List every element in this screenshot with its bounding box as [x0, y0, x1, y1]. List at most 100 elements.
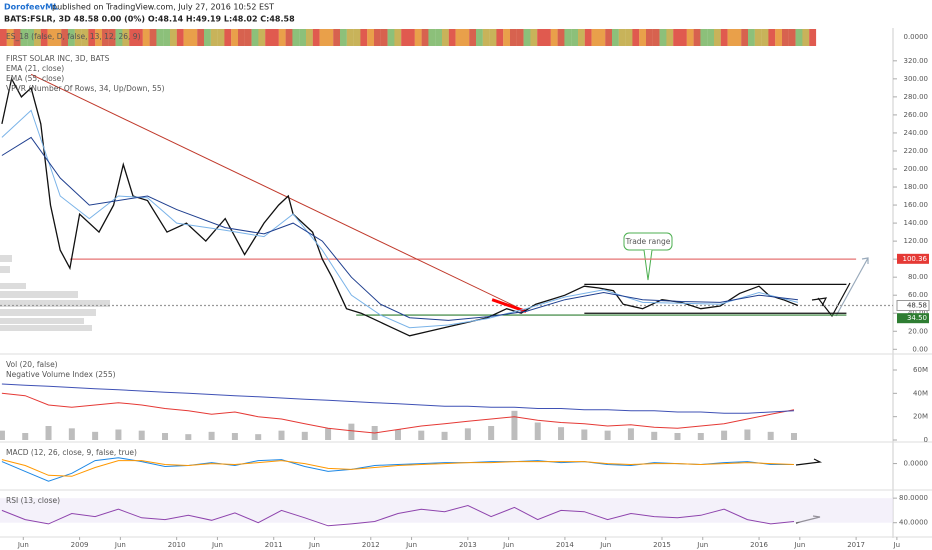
- volume-bar: [604, 430, 611, 440]
- volume-bar: [418, 430, 425, 440]
- strip-cell: [673, 29, 681, 46]
- volume-bar: [231, 433, 238, 440]
- strip-cell: [380, 29, 388, 46]
- x-tick-label: Ju: [893, 541, 901, 549]
- series-line: [1, 504, 795, 527]
- series-line: [1, 136, 798, 321]
- volume-bar: [45, 426, 52, 440]
- y-tick-label: 160.00: [904, 201, 929, 209]
- trend-line: [491, 298, 527, 313]
- strip-cell: [659, 29, 667, 46]
- author[interactable]: DorofeevML: [4, 3, 58, 12]
- x-tick-label: Jun: [211, 541, 223, 549]
- series-line: [1, 76, 799, 337]
- strip-cell: [727, 29, 735, 46]
- strip-cell: [476, 29, 483, 46]
- strip-cell: [802, 29, 810, 46]
- volume-bar: [534, 422, 541, 440]
- strip-cell: [761, 29, 769, 46]
- strip-cell: [591, 29, 599, 46]
- volume-bar: [674, 433, 681, 440]
- strip-cell: [530, 29, 538, 46]
- strip-cell: [258, 29, 266, 46]
- strip-cell: [714, 29, 721, 46]
- strip-cell: [88, 29, 96, 46]
- strip-cell: [319, 29, 327, 46]
- series-line: [1, 392, 795, 434]
- strip-cell: [0, 29, 7, 46]
- strip-cell: [544, 29, 551, 46]
- strip-cell: [149, 29, 157, 46]
- strip-cell: [340, 29, 347, 46]
- arrow: [811, 297, 828, 307]
- strip-cell: [550, 29, 558, 46]
- y-tick-label: 120.00: [904, 237, 929, 245]
- volume-bar: [721, 430, 728, 440]
- price-label: 48.58: [907, 302, 927, 310]
- strip-cell: [374, 29, 381, 46]
- rsi-band: [0, 498, 893, 523]
- strip-cell: [754, 29, 762, 46]
- volume-bar: [627, 428, 634, 440]
- strip-cell: [346, 29, 354, 46]
- strip-cell: [210, 29, 218, 46]
- y-tick-label: 280.00: [904, 93, 929, 101]
- x-tick-label: 2012: [362, 541, 380, 549]
- x-tick-label: 2016: [750, 541, 768, 549]
- volume-bar: [68, 428, 75, 440]
- strip-cell: [489, 29, 497, 46]
- arrow: [861, 257, 869, 264]
- strip-cell: [163, 29, 171, 46]
- strip-cell: [455, 29, 463, 46]
- legend-entry: EMA (21, close): [6, 64, 64, 73]
- price-label-box: [897, 253, 929, 264]
- panel-title: RSI (13, close): [6, 496, 60, 505]
- volume-bar: [511, 410, 518, 440]
- es-title: ES_18 (false, D, false, 13, 12, 26, 9): [6, 32, 141, 41]
- quote: BATS:FSLR, 3D 48.58 0.00 (0%) O:48.14 H:…: [4, 15, 295, 24]
- strip-cell: [74, 29, 82, 46]
- y-tick-label: 20.00: [908, 327, 928, 335]
- volume-bar: [92, 431, 99, 440]
- volume-bar: [767, 431, 774, 440]
- strip-cell: [442, 29, 449, 46]
- x-tick-label: Jun: [308, 541, 320, 549]
- strip-cell: [584, 29, 592, 46]
- vpvr-bar: [0, 266, 10, 273]
- legend-entry: Negative Volume Index (255): [6, 370, 116, 379]
- vpvr-bar: [0, 255, 12, 262]
- strip-cell: [482, 29, 490, 46]
- volume-bar: [278, 430, 285, 440]
- y-tick-label: 320.00: [904, 57, 929, 65]
- published: published on TradingView.com, July 27, 2…: [52, 3, 274, 12]
- volume-bar: [325, 428, 332, 440]
- volume-bar: [162, 433, 169, 440]
- strip-cell: [115, 29, 123, 46]
- strip-cell: [204, 29, 211, 46]
- vpvr-bar: [0, 283, 26, 289]
- strip-cell: [782, 29, 789, 46]
- series-line: [1, 109, 799, 329]
- trend-line: [30, 73, 527, 312]
- volume-bar: [394, 429, 401, 440]
- volume-bar: [138, 430, 145, 440]
- strip-cell: [6, 29, 14, 46]
- x-tick-label: 2015: [653, 541, 671, 549]
- vpvr-bar: [0, 291, 78, 298]
- volume-bar: [488, 426, 495, 440]
- strip-cell: [244, 29, 252, 46]
- strip-cell: [170, 29, 177, 46]
- volume-bar: [651, 431, 658, 440]
- volume-bar: [208, 431, 215, 440]
- y-tick-label: 0.00: [912, 345, 928, 353]
- x-tick-label: Jun: [502, 541, 514, 549]
- strip-cell: [537, 29, 545, 46]
- callout-pointer: [643, 249, 653, 281]
- volume-bar: [0, 430, 5, 440]
- strip-cell: [122, 29, 130, 46]
- strip-cell: [394, 29, 402, 46]
- y-tick-label: 20M: [913, 413, 928, 421]
- strip-cell: [13, 29, 21, 46]
- y-tick-label: 0.0000: [904, 460, 929, 468]
- strip-cell: [401, 29, 409, 46]
